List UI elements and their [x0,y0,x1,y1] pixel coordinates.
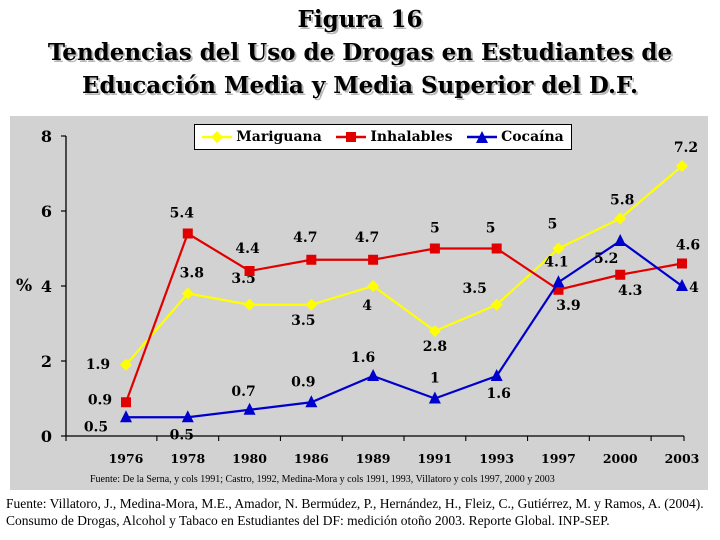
data-label-cocaina: 5.2 [594,251,618,267]
data-point-mariguana [676,160,688,172]
data-point-cocaina [428,391,441,404]
data-point-mariguana [614,212,627,225]
chart-source-note: Fuente: De la Serna, y cols 1991; Castro… [90,474,555,485]
data-point-mariguana [181,287,194,300]
data-point-mariguana [428,325,441,337]
data-label-mariguana: 3.8 [180,266,204,282]
x-tick-label: 1997 [541,451,576,466]
data-label-cocaina: 4 [689,280,699,296]
y-tick-label: 8 [41,127,52,146]
data-point-inhalables [615,269,626,280]
data-label-cocaina: 0.5 [84,419,108,435]
x-tick-label: 1978 [170,451,205,466]
data-point-inhalables [553,284,564,295]
data-label-cocaina: 4.1 [544,254,568,270]
data-point-inhalables [182,228,193,239]
data-point-inhalables [244,266,255,276]
data-label-inhalables: 4.6 [676,238,700,254]
data-label-cocaina: 1.6 [351,350,375,366]
data-label-mariguana: 2.8 [423,339,447,355]
data-point-cocaina [243,402,256,415]
legend-item-cocaina: Cocaína [467,129,564,145]
data-point-inhalables [121,397,131,408]
data-point-cocaina [120,410,132,423]
line-chart: 0 2 4 6 8 1976 1978 1980 1986 1989 1991 1993 1997 200… [41,127,700,466]
legend-swatch-inhalables [336,132,367,142]
footer: Fuente: Villatoro, J., Medina-Mora, M.E.… [0,490,720,540]
data-point-inhalables [368,254,379,265]
legend-item-inhalables: Inhalables [336,129,453,145]
legend: Mariguana Inhalables Cocaína [194,124,572,150]
chart-panel: 0 2 4 6 8 1976 1978 1980 1986 1989 1991 1993 1997 200… [10,116,708,490]
data-point-cocaina [676,279,688,291]
data-point-mariguana [305,298,318,311]
data-label-mariguana: 1.9 [86,357,110,373]
x-tick-label: 1991 [417,451,452,466]
y-tick-label: 0 [41,427,52,446]
data-point-cocaina [367,369,380,381]
data-point-cocaina [552,275,565,288]
data-label-inhalables: 5 [486,221,496,237]
y-tick-label: 4 [41,277,52,296]
data-label-inhalables: 5 [430,221,440,237]
y-axis-label: % [16,276,33,296]
data-point-inhalables [491,243,502,254]
data-label-mariguana: 7.2 [674,140,698,156]
legend-swatch-mariguana [202,131,233,143]
data-label-cocaina: 1 [430,371,440,387]
data-point-cocaina [490,369,503,381]
series-line-cocaina [126,239,683,419]
data-label-mariguana: 3.5 [291,313,315,329]
footer-citation: Fuente: Villatoro, J., Medina-Mora, M.E.… [6,496,704,528]
figure-number: Figura 16 [297,6,423,33]
x-tick-label: 1986 [294,451,329,466]
legend-item-mariguana: Mariguana [202,129,322,145]
data-label-inhalables: 4.7 [355,230,379,246]
legend-label-inhalables: Inhalables [370,129,453,145]
data-label-cocaina: 0.5 [170,427,194,443]
data-label-inhalables: 4.4 [235,241,260,257]
x-tick-label: 1993 [479,451,514,466]
chart-title-line-2: Educación Media y Media Superior del D.F… [81,72,639,99]
data-label-mariguana: 5 [548,217,558,233]
data-label-inhalables: 4.3 [618,283,642,299]
data-point-mariguana [243,298,256,311]
data-label-inhalables: 5.4 [170,206,195,222]
chart-title-line-1: Tendencias del Uso de Drogas en Estudian… [47,39,673,66]
data-label-cocaina: 0.7 [231,384,255,400]
legend-label-mariguana: Mariguana [236,129,322,145]
x-tick-label: 1976 [109,451,144,466]
data-point-inhalables [429,243,440,254]
data-point-mariguana [367,280,380,292]
legend-swatch-cocaina [467,131,498,143]
data-label-inhalables: 4.7 [293,230,317,246]
data-point-mariguana [120,358,132,371]
series-line-inhalables [124,231,683,403]
data-point-inhalables [306,254,317,265]
data-label-inhalables: 3.9 [556,298,580,314]
data-point-inhalables [677,258,687,269]
data-label-cocaina: 0.9 [291,374,315,390]
series-line-mariguana [125,165,683,366]
y-tick-label: 2 [41,352,52,371]
title-block: Figura 16 Tendencias del Uso de Drogas e… [0,0,720,112]
data-label-inhalables: 0.9 [88,392,112,408]
data-label-mariguana: 4 [362,298,372,314]
data-label-cocaina: 1.6 [486,386,510,402]
x-tick-label: 1989 [356,451,391,466]
x-tick-label: 1980 [232,451,267,466]
data-point-cocaina [181,410,194,423]
x-tick-label: 2000 [603,451,638,466]
data-label-mariguana: 3.5 [462,281,486,297]
data-label-mariguana: 5.8 [610,193,634,209]
data-point-cocaina [614,234,627,246]
data-point-cocaina [305,395,318,408]
data-point-mariguana [490,298,503,311]
x-tick-label: 2003 [665,451,700,466]
data-point-mariguana [552,242,565,255]
legend-label-cocaina: Cocaína [501,129,564,145]
y-tick-label: 6 [41,202,52,221]
